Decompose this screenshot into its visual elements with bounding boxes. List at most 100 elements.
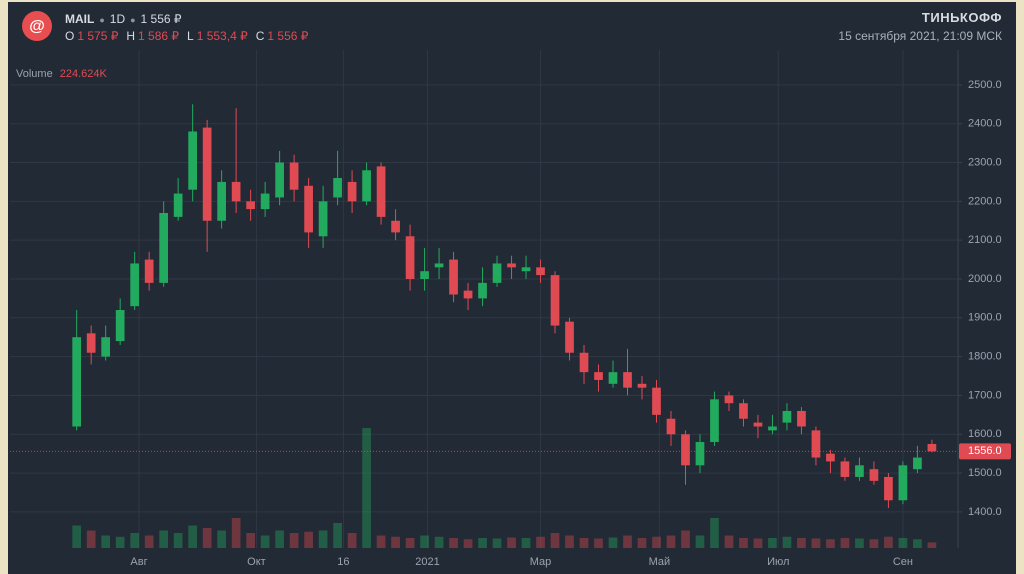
volume-bar [130,533,140,548]
candle-body [376,166,386,217]
volume-bar [420,535,429,548]
ohlc-key: C [255,29,265,43]
volume-bar [304,531,313,548]
volume-bar [159,530,168,548]
candle-body [202,127,212,221]
volume-bar [666,535,676,548]
y-tick-label: 2500.0 [968,79,1002,91]
volume-bar [115,536,125,548]
candle-body [927,443,937,452]
volume-bar [275,530,284,548]
x-tick-label: Сен [893,556,913,568]
candle-body [289,162,299,190]
volume-bar [782,536,792,548]
y-tick-label: 2300.0 [968,156,1002,168]
candle-body [318,201,328,237]
y-tick-label: 1600.0 [968,428,1002,440]
candle-body [115,310,125,342]
symbol-row: MAIL ● 1D ● 1 556 ₽ [65,12,182,26]
ohlc-value: 1 586 ₽ [138,29,180,43]
y-tick-label: 2000.0 [968,273,1002,285]
volume-bar [898,538,908,548]
candle-body [869,469,879,481]
y-tick-label: 1700.0 [968,389,1002,401]
logo-icon: @ [29,18,45,35]
candle-body [565,321,574,353]
volume-bar [536,536,545,548]
volume-bar [608,537,618,548]
volume-bar [173,533,183,548]
candle-body [72,337,82,427]
candle-body [86,333,96,353]
volume-bar [376,535,386,548]
volume-bar [884,536,893,548]
volume-bar [913,539,922,548]
volume-bar [347,533,357,548]
last-price-label: 1556.0 [968,445,1002,457]
candle-body [304,185,313,233]
candle-body [724,395,734,404]
y-tick-label: 1400.0 [968,506,1002,518]
candle-body [434,263,444,268]
x-tick-label: 2021 [415,556,439,568]
volume-bar [260,535,270,548]
candle-body [144,259,154,283]
volume-bar [927,542,937,548]
candle-body [855,465,864,477]
volume-bar [434,536,444,548]
volume-bar [855,538,864,548]
volume-bar [826,539,835,548]
candle-body [159,212,168,283]
y-tick-label: 2100.0 [968,234,1002,246]
candle-body [507,263,516,268]
candle-body [521,267,531,272]
volume-label: Volume [16,68,53,80]
volume-bar [405,538,415,548]
volume-bar [86,530,96,548]
ohlc-value: 1 575 ₽ [77,29,119,43]
ohlc-key: L [187,29,194,43]
candle-body [275,162,284,198]
volume-bar [144,535,154,548]
x-tick-label: Мар [530,556,552,568]
interval: 1D [109,12,126,26]
volume-bar [391,536,400,548]
candle-body [623,372,632,388]
volume-bar [840,538,850,548]
ohlc-value: 1 556 ₽ [267,29,309,43]
volume-bar [289,533,299,548]
volume-bar [333,523,342,548]
volume-bar [318,530,328,548]
volume-bar [623,535,632,548]
volume-bar [869,539,879,548]
candle-body [333,178,342,198]
candle-body [608,372,618,384]
volume-bar [681,530,690,548]
price: 1 556 ₽ [140,12,182,26]
volume-bar [739,538,748,548]
volume-bar [565,535,574,548]
volume-bar [521,538,531,548]
volume-bar [579,538,589,548]
volume-bar [695,535,705,548]
ohlc-key: O [65,29,75,43]
volume-bar [492,538,502,548]
candle-body [913,457,922,470]
candle-body [594,372,603,380]
candle-body [188,131,197,190]
volume-bar [550,533,560,548]
candle-body [695,442,705,466]
last-price-tag [959,443,1011,460]
volume-bar [478,538,487,548]
volume-bar [246,533,255,548]
volume-bar [217,530,226,548]
candle-body [782,410,792,423]
y-tick-label: 2400.0 [968,118,1002,130]
ohlc-key: H [126,29,136,43]
x-tick-label: 16 [337,556,349,568]
volume-bar [724,535,734,548]
candle-body [347,181,357,202]
candle-body [478,282,487,299]
